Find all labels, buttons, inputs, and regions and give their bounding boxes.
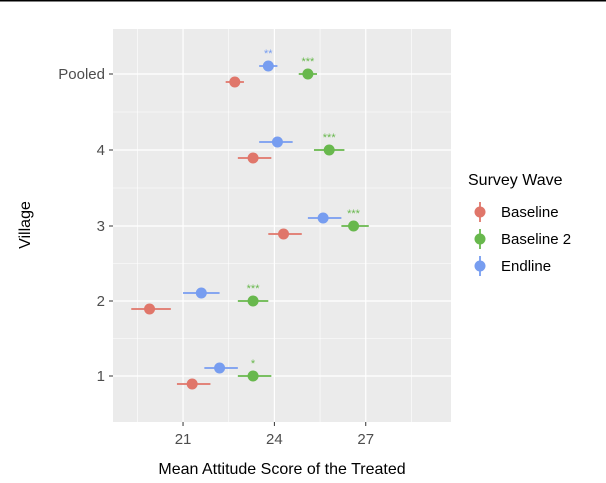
legend-item: Baseline <box>474 202 559 222</box>
legend-point-key <box>474 260 486 272</box>
x-tick-label: 24 <box>266 431 283 448</box>
y-tick-label: 4 <box>97 142 105 159</box>
legend-label: Baseline <box>501 204 559 221</box>
data-point <box>323 144 335 156</box>
data-point <box>271 136 283 148</box>
significance-label: *** <box>347 208 361 220</box>
significance-label: * <box>251 358 256 370</box>
data-point <box>262 60 274 72</box>
data-point <box>195 287 207 299</box>
legend: Survey Wave Baseline Baseline 2 Endline <box>468 172 571 276</box>
x-tick-label: 27 <box>357 431 374 448</box>
data-point <box>247 295 259 307</box>
grid-lines <box>113 29 451 422</box>
data-point <box>144 303 156 315</box>
legend-item: Endline <box>474 256 551 276</box>
data-point <box>302 68 314 80</box>
y-tick-label: 3 <box>97 218 105 235</box>
data-point <box>214 362 226 374</box>
legend-title: Survey Wave <box>468 172 563 189</box>
y-tick-label: 1 <box>97 368 105 385</box>
legend-label: Baseline 2 <box>501 231 571 248</box>
data-point <box>247 152 259 164</box>
x-axis: 21 24 27 <box>175 422 374 448</box>
y-tick-label: 2 <box>97 293 105 310</box>
legend-point-key <box>474 206 486 218</box>
series-baseline-2: ************* <box>237 56 369 382</box>
data-marks: *************** <box>131 48 369 390</box>
data-point <box>229 76 241 88</box>
significance-label: *** <box>323 132 337 144</box>
data-point <box>317 212 329 224</box>
data-point <box>186 378 198 390</box>
data-point <box>278 228 290 240</box>
significance-label: *** <box>301 56 315 68</box>
x-tick-label: 21 <box>175 431 192 448</box>
data-point <box>348 220 360 232</box>
significance-label: ** <box>264 48 273 60</box>
y-axis: 1 2 3 4 Pooled <box>58 66 113 385</box>
legend-item: Baseline 2 <box>474 229 571 249</box>
legend-label: Endline <box>501 258 551 275</box>
x-axis-title: Mean Attitude Score of the Treated <box>158 461 405 478</box>
y-axis-title: Village <box>17 201 34 249</box>
significance-label: *** <box>247 283 261 295</box>
series-endline: ** <box>183 48 342 374</box>
series-baseline <box>131 76 302 390</box>
data-point <box>247 370 259 382</box>
y-tick-label: Pooled <box>58 66 105 83</box>
legend-point-key <box>474 233 486 245</box>
